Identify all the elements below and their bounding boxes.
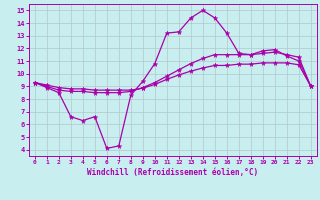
- X-axis label: Windchill (Refroidissement éolien,°C): Windchill (Refroidissement éolien,°C): [87, 168, 258, 177]
